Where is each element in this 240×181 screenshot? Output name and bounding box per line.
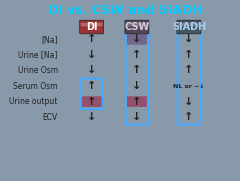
Text: ↓: ↓ — [184, 97, 194, 107]
Text: ↑: ↑ — [87, 81, 96, 91]
FancyBboxPatch shape — [178, 23, 200, 26]
Text: ↓: ↓ — [87, 50, 96, 60]
FancyBboxPatch shape — [126, 23, 148, 26]
Text: ↑: ↑ — [184, 112, 194, 122]
Text: ECV: ECV — [42, 113, 58, 122]
Text: ↓: ↓ — [132, 112, 142, 122]
FancyBboxPatch shape — [125, 20, 149, 34]
Text: ↑: ↑ — [87, 34, 96, 44]
Text: ↓: ↓ — [132, 81, 142, 91]
FancyBboxPatch shape — [81, 23, 102, 26]
Text: ↓: ↓ — [87, 66, 96, 75]
Text: DI: DI — [86, 22, 97, 32]
Text: CSW: CSW — [124, 22, 150, 32]
Text: Urine Osm: Urine Osm — [18, 66, 58, 75]
Text: ↑: ↑ — [132, 50, 142, 60]
Text: ↑: ↑ — [132, 97, 142, 107]
Text: ↑: ↑ — [132, 66, 142, 75]
FancyBboxPatch shape — [80, 20, 104, 34]
Text: ↓: ↓ — [184, 34, 194, 44]
Text: NL or ~↓: NL or ~↓ — [173, 84, 205, 89]
Text: ↓: ↓ — [132, 34, 142, 44]
Text: Urine output: Urine output — [9, 97, 58, 106]
Text: [Na]: [Na] — [41, 35, 58, 44]
Text: Serum Osm: Serum Osm — [13, 82, 58, 90]
Text: ↑: ↑ — [87, 97, 96, 107]
FancyBboxPatch shape — [127, 34, 147, 45]
Text: Urine [Na]: Urine [Na] — [18, 50, 58, 59]
FancyBboxPatch shape — [177, 20, 201, 34]
Text: SIADH: SIADH — [172, 22, 206, 32]
Text: ↑: ↑ — [184, 66, 194, 75]
FancyBboxPatch shape — [82, 96, 102, 107]
Text: DI vs. CSW and SIADH: DI vs. CSW and SIADH — [48, 4, 203, 17]
Text: ↓: ↓ — [87, 112, 96, 122]
Text: ↑: ↑ — [184, 50, 194, 60]
FancyBboxPatch shape — [127, 96, 147, 107]
